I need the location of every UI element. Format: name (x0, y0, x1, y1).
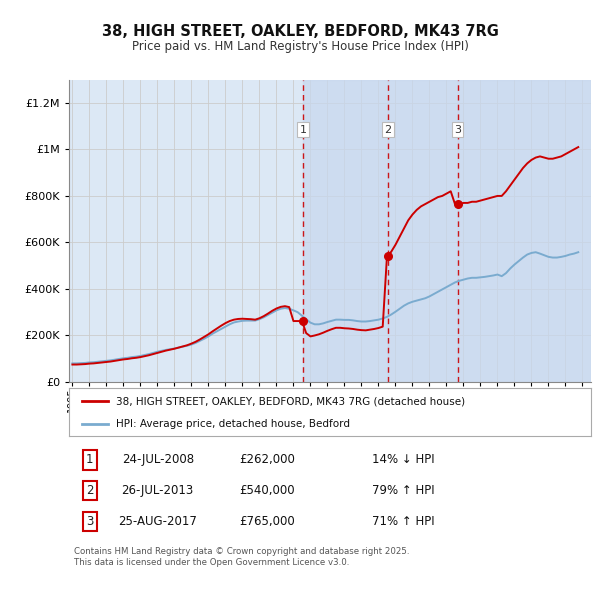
Text: 14% ↓ HPI: 14% ↓ HPI (372, 453, 434, 466)
Text: 3: 3 (454, 124, 461, 135)
Bar (458, 80, 591, 382)
Text: 2: 2 (86, 484, 94, 497)
Text: 25-AUG-2017: 25-AUG-2017 (118, 515, 197, 528)
Text: HPI: Average price, detached house, Bedford: HPI: Average price, detached house, Bedf… (116, 419, 350, 429)
Text: 1: 1 (86, 453, 94, 466)
Text: £540,000: £540,000 (239, 484, 295, 497)
Text: 3: 3 (86, 515, 94, 528)
Text: £765,000: £765,000 (239, 515, 295, 528)
Bar (303, 80, 388, 382)
Text: Price paid vs. HM Land Registry's House Price Index (HPI): Price paid vs. HM Land Registry's House … (131, 40, 469, 53)
Text: 71% ↑ HPI: 71% ↑ HPI (372, 515, 434, 528)
Text: 26-JUL-2013: 26-JUL-2013 (122, 484, 194, 497)
Text: Contains HM Land Registry data © Crown copyright and database right 2025.
This d: Contains HM Land Registry data © Crown c… (74, 546, 410, 568)
Text: 24-JUL-2008: 24-JUL-2008 (122, 453, 194, 466)
Text: 1: 1 (299, 124, 307, 135)
Text: 79% ↑ HPI: 79% ↑ HPI (372, 484, 434, 497)
Text: 38, HIGH STREET, OAKLEY, BEDFORD, MK43 7RG: 38, HIGH STREET, OAKLEY, BEDFORD, MK43 7… (101, 24, 499, 38)
Text: 2: 2 (385, 124, 392, 135)
Bar (388, 80, 458, 382)
Text: £262,000: £262,000 (239, 453, 295, 466)
Text: 38, HIGH STREET, OAKLEY, BEDFORD, MK43 7RG (detached house): 38, HIGH STREET, OAKLEY, BEDFORD, MK43 7… (116, 396, 465, 407)
